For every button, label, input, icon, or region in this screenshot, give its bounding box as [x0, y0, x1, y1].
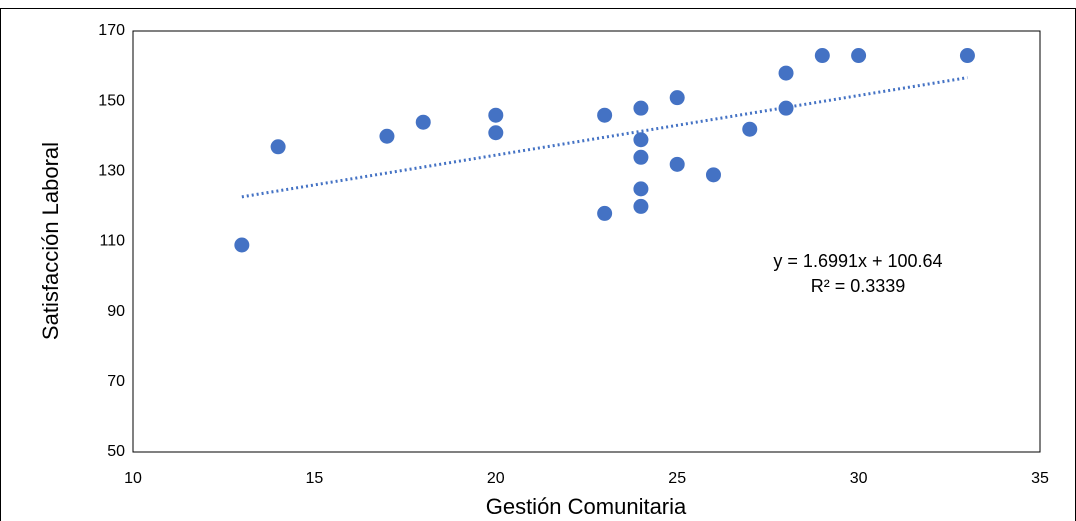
point	[415, 114, 431, 130]
point	[488, 107, 504, 123]
y-tick-label: 170	[98, 22, 125, 39]
y-tick-label: 70	[107, 373, 125, 390]
point	[379, 128, 395, 144]
x-tick-label: 25	[668, 470, 686, 487]
y-tick-label: 130	[98, 163, 125, 180]
point	[633, 198, 649, 214]
y-tick-label: 150	[98, 92, 125, 109]
point	[814, 48, 830, 64]
point	[488, 125, 504, 141]
point	[270, 139, 286, 155]
trendline	[241, 76, 968, 199]
point	[669, 90, 685, 106]
point	[633, 100, 649, 116]
point	[597, 205, 613, 221]
trend-equation: y = 1.6991x + 100.64	[773, 251, 942, 271]
point	[669, 156, 685, 172]
y-axis-title: Satisfacción Laboral	[38, 142, 63, 340]
point	[778, 65, 794, 81]
x-tick-label: 35	[1031, 470, 1049, 487]
x-axis-title: Gestión Comunitaria	[486, 494, 687, 519]
point	[851, 48, 867, 64]
y-tick-label: 110	[99, 233, 125, 250]
point	[742, 121, 758, 137]
x-tick-label: 10	[124, 470, 142, 487]
point	[705, 167, 721, 183]
x-tick-label: 20	[487, 470, 505, 487]
point	[959, 48, 975, 64]
point	[633, 181, 649, 197]
plot-area	[132, 30, 1041, 453]
point	[633, 132, 649, 148]
point	[633, 149, 649, 165]
point	[234, 237, 250, 253]
x-tick-label: 15	[306, 470, 324, 487]
point	[778, 100, 794, 116]
y-tick-label: 90	[107, 303, 125, 320]
r-squared: R² = 0.3339	[811, 276, 906, 296]
y-tick-label: 50	[107, 443, 125, 460]
x-tick-label: 30	[850, 470, 868, 487]
point	[597, 107, 613, 123]
